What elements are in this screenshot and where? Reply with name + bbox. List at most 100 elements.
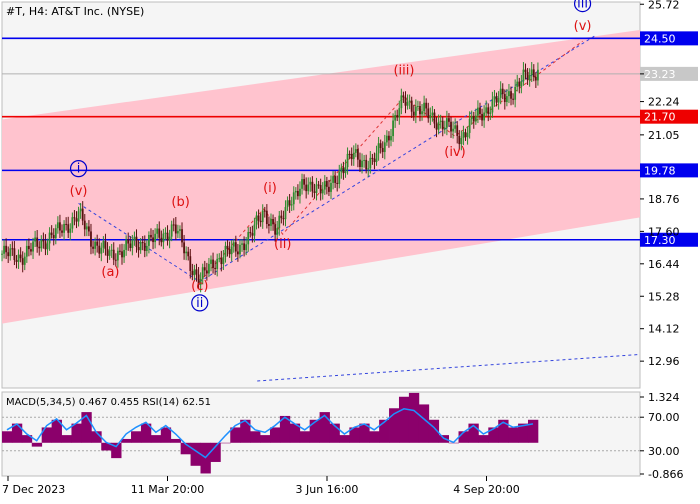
candle-body [321,189,324,194]
macd-bar [61,435,72,443]
candle-body [460,137,463,145]
macd-bar [309,419,320,443]
current-price-label: 23.23 [644,68,676,81]
macd-bar [379,419,390,443]
candle-body [317,184,320,186]
candle-body [56,222,59,229]
candle-body [396,115,399,118]
candle-body [121,251,123,258]
candle-body [381,147,384,153]
candle-body [495,96,498,103]
candle-body [104,241,107,250]
candle-body [530,69,533,76]
macd-bar [279,415,291,443]
candle-body [15,260,18,262]
candle-body [110,249,113,251]
indicator-label: MACD(5,34,5) 0.467 0.455 RSI(14) 62.51 [6,397,211,408]
macd-bar [160,427,172,443]
candle-body [191,270,194,276]
candle-body [79,208,82,212]
candle-body [90,231,92,247]
indicator-tick-label: 30.00 [648,445,680,458]
candle-body [468,118,471,133]
candle-body [160,237,163,243]
candle-body [27,245,30,250]
candle-body [102,241,105,248]
level-tag-label: 21.70 [644,111,676,124]
candle-body [481,113,483,121]
candle-body [181,229,183,243]
candle-body [425,102,428,109]
candle-body [30,249,32,252]
candle-body [243,243,245,251]
candle-body [280,215,283,219]
candle-body [305,184,308,192]
macd-bar [220,442,231,444]
candle-body [508,91,510,97]
candle-body [522,69,525,82]
macd-bar [170,438,182,443]
price-tick-label: 15.28 [648,290,680,303]
macd-bar [41,427,53,443]
candle-body [278,215,281,229]
candle-body [466,132,469,138]
candle-body [491,99,494,113]
candle-body [92,246,94,249]
candle-body [239,244,241,255]
candle-body [236,251,239,255]
price-tick-label: 17.60 [648,225,680,238]
candle-body [245,244,248,251]
indicator-tick-label: 70.00 [648,411,680,424]
candle-body [208,263,210,274]
candle-body [400,95,403,109]
candle-body [1,253,3,255]
wave-label-circle [69,160,88,178]
candle-body [166,232,169,241]
candle-body [197,274,200,285]
candle-body [330,182,332,192]
candle-body [23,256,26,265]
candle-body [199,278,202,285]
candle-body [230,246,233,255]
candle-body [119,250,121,252]
time-tick-label: 4 Sep 20:00 [453,483,519,496]
candle-body [263,210,266,212]
candle-body [19,254,22,259]
candle-body [470,116,473,119]
candle-body [129,243,132,248]
candle-body [114,259,117,261]
candle-body [218,258,221,260]
candle-body [9,248,12,257]
price-tick-label: 25.72 [648,0,680,11]
level-tag-label: 19.78 [644,164,676,177]
candle-body [410,100,413,112]
wave-label: ii [196,296,203,311]
candle-body [493,96,496,100]
candle-body [226,245,229,250]
candle-body [423,102,426,112]
candle-body [394,115,397,121]
candle-body [11,248,14,250]
candle-body [483,112,486,121]
candle-body [336,182,339,184]
macd-bar [71,423,82,443]
macd-bar [210,442,221,462]
candle-body [487,107,490,114]
rsi-line [6,408,534,459]
candle-body [299,188,301,197]
candle-body [172,224,175,226]
candle-body [185,251,188,254]
candle-body [325,181,328,187]
level-tag-label: 24.50 [644,32,676,45]
macd-bar [299,431,311,443]
candle-body [131,239,134,248]
candle-body [357,149,359,160]
candle-body [499,88,502,98]
candle-body [429,114,432,119]
candle-body [261,210,264,223]
wave-label: (v) [574,19,592,34]
candle-body [71,217,74,229]
candle-body [106,249,109,256]
candle-body [404,97,407,106]
